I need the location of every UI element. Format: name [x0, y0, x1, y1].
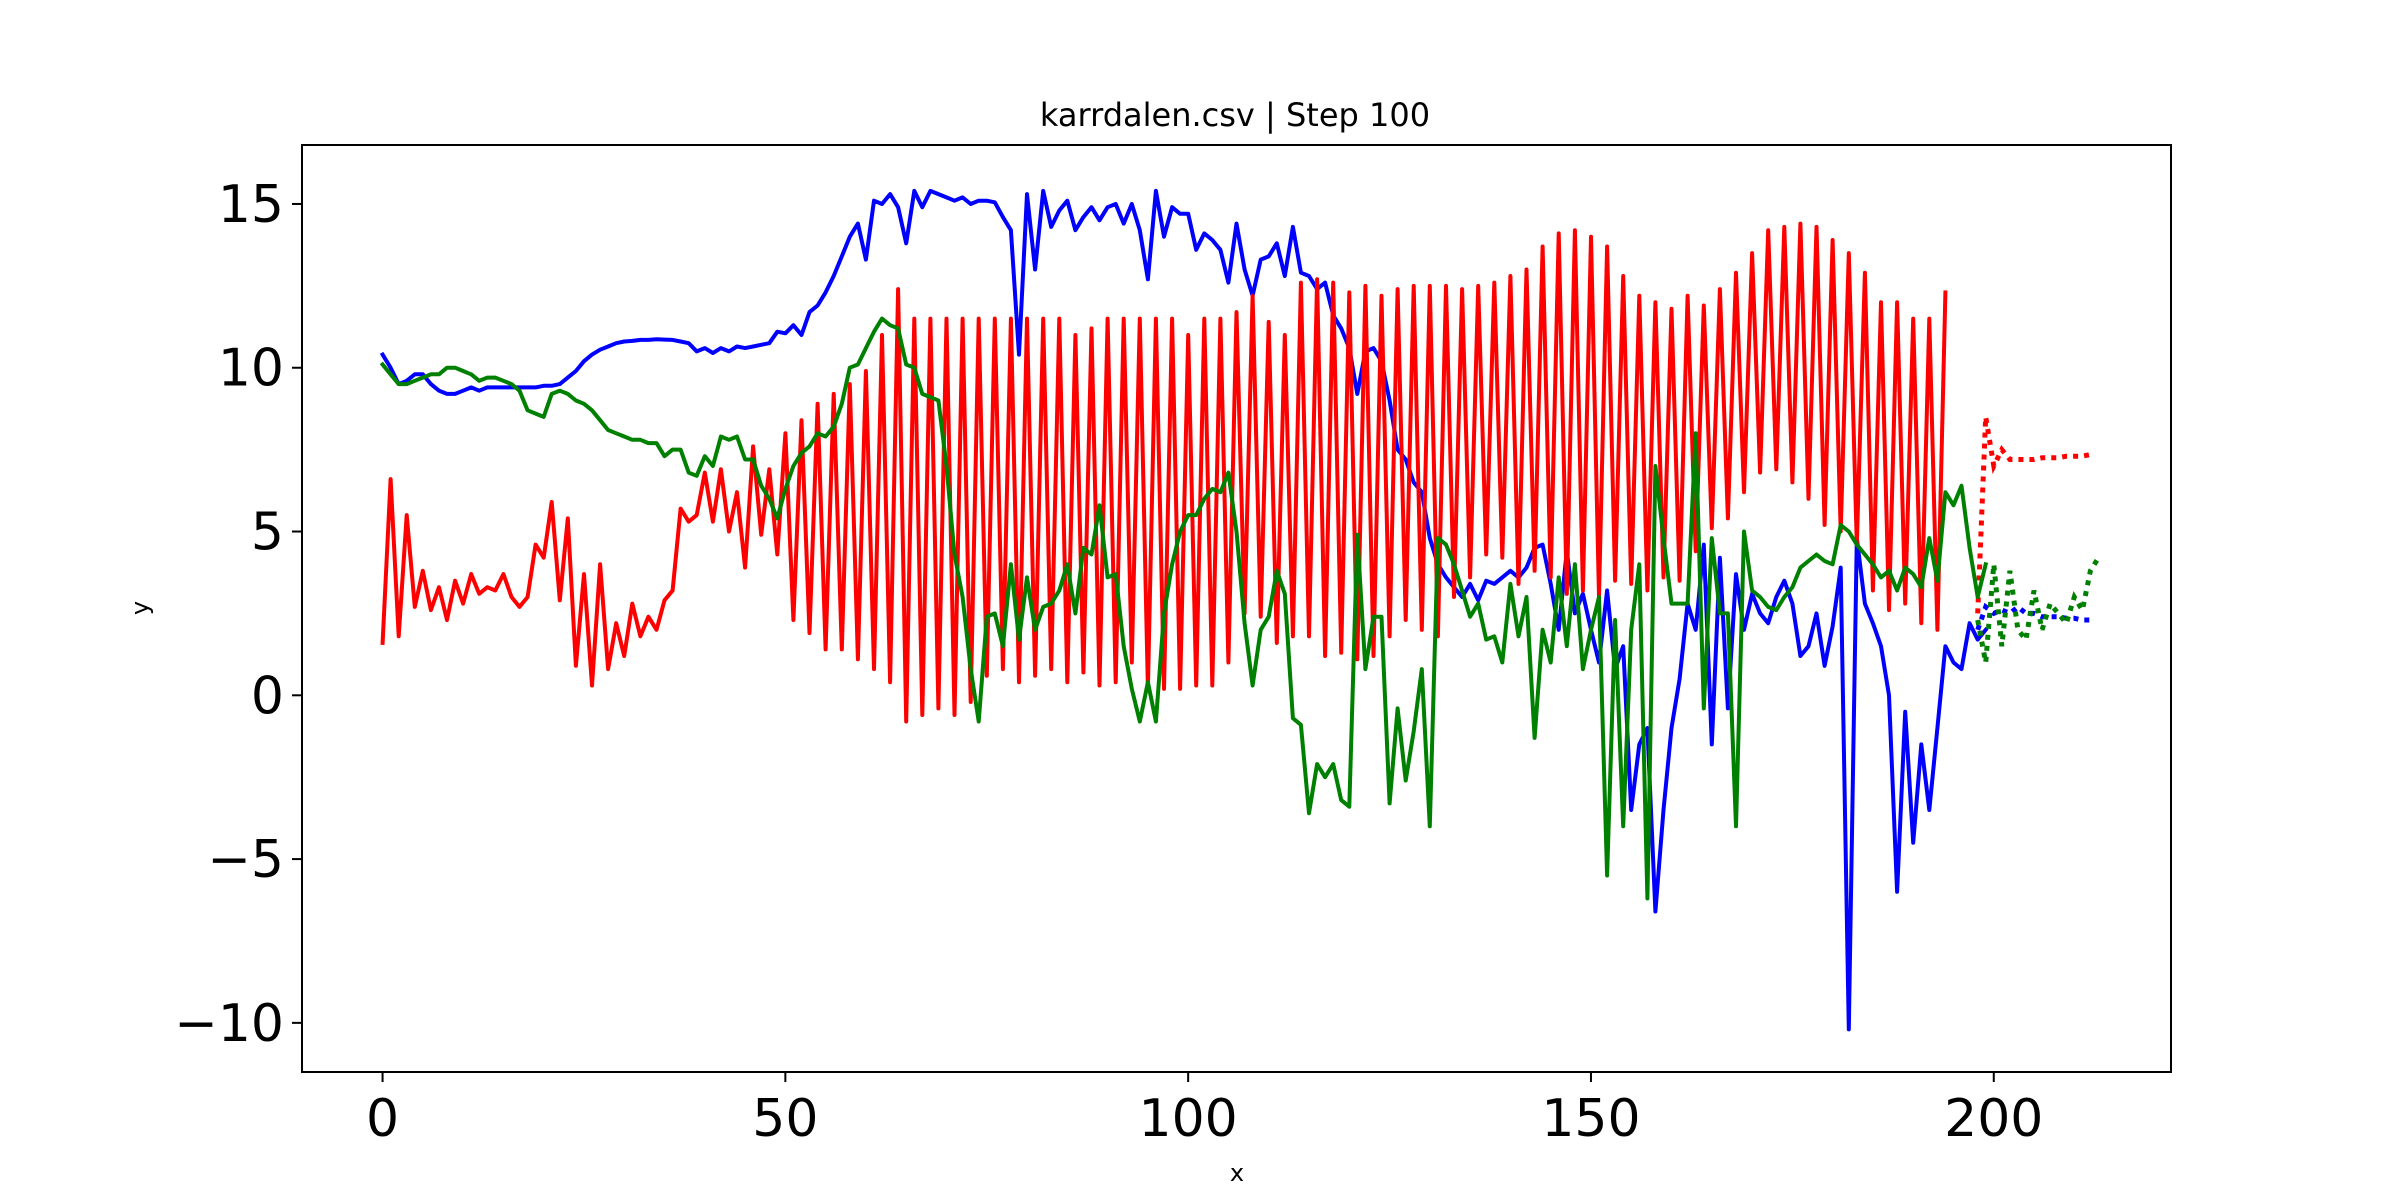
x-tick-label: 0	[366, 1089, 399, 1149]
x-tick-label: 150	[1541, 1089, 1640, 1149]
series-line-2	[380, 221, 1948, 724]
forecast-line-2	[1975, 416, 2091, 614]
series-layer	[379, 188, 2101, 1032]
y-tick-label: 0	[251, 666, 284, 726]
chart-title: karrdalen.csv | Step 100	[1040, 96, 1430, 134]
tick-layer: 0 50 100 150 200 −10 −5 0 5 10 15	[174, 175, 2043, 1149]
forecast-line-3	[1975, 556, 2101, 663]
x-tick-label: 100	[1139, 1089, 1238, 1149]
y-tick-label: 5	[251, 503, 284, 563]
plot-frame	[301, 144, 2172, 1073]
x-tick-label: 200	[1944, 1089, 2043, 1149]
series-line-3	[379, 316, 1989, 901]
y-tick-label: −5	[207, 830, 284, 890]
y-axis-label: y	[126, 601, 154, 615]
y-tick-label: −10	[174, 994, 284, 1054]
x-axis-label: x	[1230, 1159, 1244, 1187]
y-tick-label: 10	[218, 339, 284, 399]
y-tick-label: 15	[218, 175, 284, 235]
x-tick-label: 50	[752, 1089, 818, 1149]
